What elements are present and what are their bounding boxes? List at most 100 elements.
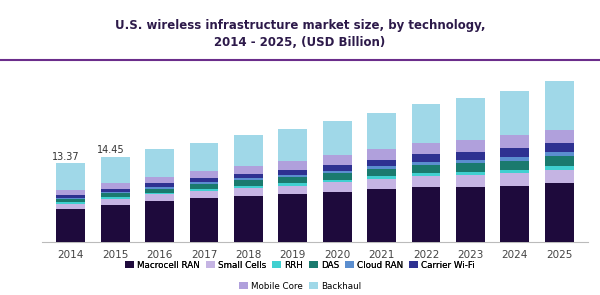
Bar bbox=[500, 161, 529, 170]
Bar bbox=[190, 171, 218, 178]
Bar bbox=[145, 183, 174, 187]
Bar bbox=[190, 184, 218, 189]
Legend: Macrocell RAN, Small Cells, RRH, DAS, Cloud RAN, Carrier Wi-Fi: Macrocell RAN, Small Cells, RRH, DAS, Cl… bbox=[125, 261, 475, 270]
Bar bbox=[278, 161, 307, 170]
Bar bbox=[545, 143, 574, 152]
Bar bbox=[456, 98, 485, 140]
Bar bbox=[367, 189, 396, 242]
Text: U.S. wireless infrastructure market size, by technology,
2014 - 2025, (USD Billi: U.S. wireless infrastructure market size… bbox=[115, 19, 485, 49]
Bar bbox=[456, 152, 485, 160]
Bar bbox=[323, 173, 352, 180]
Bar bbox=[190, 191, 218, 198]
Text: 14.45: 14.45 bbox=[97, 145, 124, 155]
Bar bbox=[145, 193, 174, 194]
Bar bbox=[545, 156, 574, 166]
Bar bbox=[56, 209, 85, 242]
Bar bbox=[234, 188, 263, 196]
Bar bbox=[145, 187, 174, 189]
Bar bbox=[456, 140, 485, 152]
Bar bbox=[323, 192, 352, 242]
Bar bbox=[412, 173, 440, 176]
Bar bbox=[500, 148, 529, 157]
Bar bbox=[367, 113, 396, 149]
Bar bbox=[101, 189, 130, 192]
Bar bbox=[412, 176, 440, 187]
Bar bbox=[500, 135, 529, 148]
Bar bbox=[278, 186, 307, 194]
Bar bbox=[145, 194, 174, 201]
Bar bbox=[101, 199, 130, 205]
Bar bbox=[323, 182, 352, 192]
Bar bbox=[234, 186, 263, 188]
Bar bbox=[190, 182, 218, 184]
Bar bbox=[456, 163, 485, 172]
Bar bbox=[367, 149, 396, 160]
Bar bbox=[545, 170, 574, 183]
Bar bbox=[456, 160, 485, 163]
Bar bbox=[500, 170, 529, 173]
Bar bbox=[56, 199, 85, 202]
Bar bbox=[101, 194, 130, 197]
Bar bbox=[545, 166, 574, 170]
Bar bbox=[500, 91, 529, 135]
Bar bbox=[545, 152, 574, 156]
Bar bbox=[278, 177, 307, 183]
Bar bbox=[145, 177, 174, 183]
Bar bbox=[234, 196, 263, 242]
Bar bbox=[323, 155, 352, 165]
Bar bbox=[500, 157, 529, 161]
Bar bbox=[500, 173, 529, 186]
Bar bbox=[367, 166, 396, 169]
Bar bbox=[412, 154, 440, 162]
Bar bbox=[56, 163, 85, 190]
Bar bbox=[278, 175, 307, 177]
Bar bbox=[101, 192, 130, 194]
Bar bbox=[367, 179, 396, 189]
Bar bbox=[412, 187, 440, 242]
Text: 13.37: 13.37 bbox=[52, 152, 80, 162]
Bar bbox=[145, 149, 174, 177]
Bar bbox=[234, 166, 263, 174]
Bar bbox=[545, 81, 574, 130]
Bar bbox=[190, 198, 218, 242]
Bar bbox=[500, 186, 529, 242]
Bar bbox=[234, 181, 263, 186]
Bar bbox=[323, 121, 352, 155]
Bar bbox=[278, 129, 307, 161]
Bar bbox=[367, 169, 396, 176]
Bar bbox=[545, 130, 574, 143]
Bar bbox=[323, 171, 352, 173]
Bar bbox=[190, 143, 218, 171]
Bar bbox=[190, 189, 218, 191]
Bar bbox=[145, 201, 174, 242]
Bar bbox=[234, 178, 263, 181]
Bar bbox=[278, 183, 307, 186]
Bar bbox=[278, 170, 307, 175]
Legend: Mobile Core, Backhaul: Mobile Core, Backhaul bbox=[239, 282, 361, 291]
Bar bbox=[101, 197, 130, 199]
Bar bbox=[545, 183, 574, 242]
Bar bbox=[456, 175, 485, 187]
Bar bbox=[56, 202, 85, 204]
Bar bbox=[367, 176, 396, 179]
Bar bbox=[56, 195, 85, 198]
Bar bbox=[412, 162, 440, 165]
Bar bbox=[323, 165, 352, 171]
Bar bbox=[323, 180, 352, 182]
Bar bbox=[56, 204, 85, 209]
Bar bbox=[367, 160, 396, 166]
Bar bbox=[101, 205, 130, 242]
Bar bbox=[101, 157, 130, 183]
Bar bbox=[234, 174, 263, 178]
Bar bbox=[278, 194, 307, 242]
Bar bbox=[412, 104, 440, 143]
Bar bbox=[56, 190, 85, 195]
Bar bbox=[145, 189, 174, 193]
Bar bbox=[190, 178, 218, 182]
Bar bbox=[234, 135, 263, 166]
Bar bbox=[101, 183, 130, 189]
Bar bbox=[456, 187, 485, 242]
Bar bbox=[412, 165, 440, 173]
Bar bbox=[456, 172, 485, 175]
Bar bbox=[412, 143, 440, 154]
